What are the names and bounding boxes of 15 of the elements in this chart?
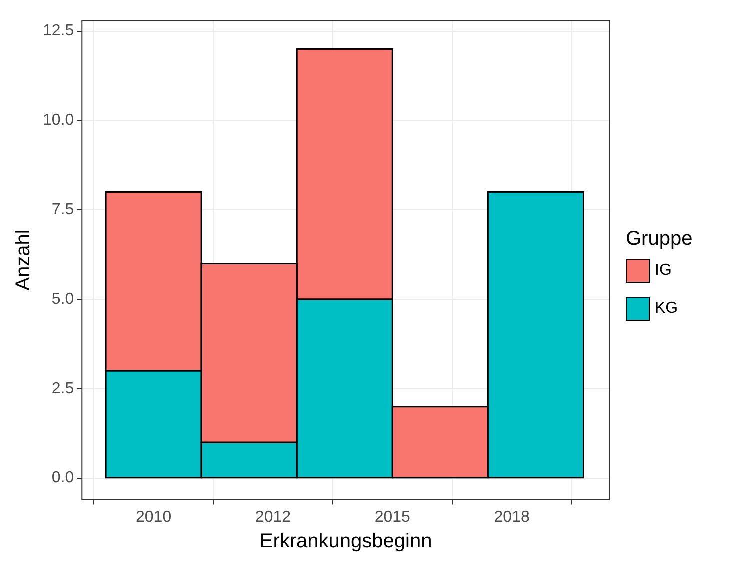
legend-label: IG (655, 262, 672, 280)
x-axis-title: Erkrankungsbeginn (260, 530, 432, 553)
x-tick-label: 2012 (255, 508, 292, 526)
y-tick-label: 2.5 (52, 380, 74, 398)
x-tick-label: 2010 (136, 508, 172, 526)
legend-title: Gruppe (626, 228, 693, 250)
x-tick-label: 2018 (494, 508, 530, 526)
y-tick-label: 10.0 (43, 112, 74, 130)
y-tick-label: 0.0 (52, 470, 74, 487)
y-axis-title: Anzahl (12, 230, 35, 291)
y-tick-label: 7.5 (52, 202, 74, 219)
y-tick-label: 12.5 (43, 22, 74, 40)
x-tick-label: 2015 (374, 508, 411, 526)
legend-label: KG (655, 300, 678, 318)
y-tick-label: 5.0 (52, 290, 74, 308)
